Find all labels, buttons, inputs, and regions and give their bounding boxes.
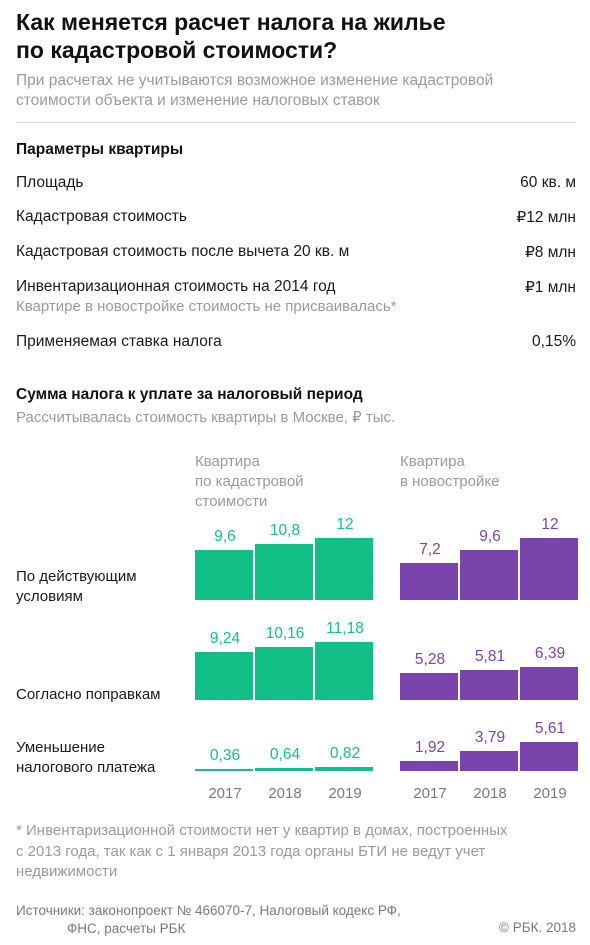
copyright: © РБК. 2018 xyxy=(499,920,576,935)
column-header-line: Квартира xyxy=(195,453,260,470)
bar-value-label: 9,6 xyxy=(479,528,501,546)
bar-newbuild-2017 xyxy=(400,672,458,700)
bar-cadastral-2018 xyxy=(255,647,313,700)
column-header-line: по кадастровой xyxy=(195,473,304,490)
row-label-current: По действующим условиям xyxy=(16,567,137,607)
bar-cadastral-2019 xyxy=(315,766,373,771)
x-tick-label: 2018 xyxy=(473,785,507,802)
row-label-line: налогового платежа xyxy=(16,759,156,776)
param-label-area: Площадь xyxy=(16,174,84,191)
bar-value-label: 10,8 xyxy=(269,521,301,539)
sources-line: ФНС, расчеты РБК xyxy=(67,921,186,936)
bar-newbuild-2018 xyxy=(460,669,518,700)
x-tick-label: 2017 xyxy=(413,785,447,802)
footnote-line: * Инвентаризационной стоимости нет у ква… xyxy=(16,822,508,839)
bar-cadastral-2017 xyxy=(195,651,253,700)
bar-value-label: 10,16 xyxy=(265,625,305,643)
title-line: Как меняется расчет налога на жилье xyxy=(16,9,446,35)
row-label-line: По действующим xyxy=(16,568,137,585)
param-label-inventory: Инвентаризационная стоимость на 2014 год xyxy=(16,278,336,295)
footnote-line: с 2013 года, так как с 1 января 2013 год… xyxy=(16,842,486,860)
subtitle-line: При расчетах не учитываются возможное из… xyxy=(16,72,494,89)
bar-value-label: 0,82 xyxy=(329,744,361,762)
param-value-cadastral-deduction: ₽8 млн xyxy=(524,244,576,261)
bar-value-label: 5,61 xyxy=(534,719,566,737)
bar-value-label: 6,39 xyxy=(534,644,566,662)
bar-cadastral-2017 xyxy=(195,550,253,600)
bar-cadastral-2017 xyxy=(195,768,253,771)
bar-cadastral-2018 xyxy=(255,767,313,771)
param-value-area: 60 кв. м xyxy=(520,174,576,191)
param-label-cadastral-deduction: Кадастровая стоимость после вычета 20 кв… xyxy=(16,243,350,260)
x-tick-label: 2017 xyxy=(208,785,242,802)
bar-value-label: 9,6 xyxy=(214,528,236,546)
tax-heading: Сумма налога к уплате за налоговый перио… xyxy=(16,386,363,403)
bar-newbuild-2019 xyxy=(520,666,578,700)
bar-value-label: 1,92 xyxy=(414,739,446,757)
param-value-cadastral: ₽12 млн xyxy=(516,209,576,226)
row-label-line: условиям xyxy=(16,588,83,605)
column-header-newbuild: Квартира в новостройке xyxy=(400,452,499,492)
footnote: * Инвентаризационной стоимости нет у ква… xyxy=(16,821,576,883)
row-label-reduction: Уменьшение налогового платежа xyxy=(16,738,155,778)
sources: Источники: законопроект № 466070-7, Нало… xyxy=(16,902,456,938)
chart-title: Как меняется расчет налога на жилье по к… xyxy=(16,8,576,64)
bar-value-label: 0,64 xyxy=(269,745,301,763)
bar-value-label: 5,81 xyxy=(474,647,506,665)
column-header-line: стоимости xyxy=(195,493,268,510)
column-header-cadastral: Квартира по кадастровой стоимости xyxy=(195,452,304,512)
column-header-line: в новостройке xyxy=(400,473,500,490)
bar-cadastral-2019 xyxy=(315,537,373,600)
bar-value-label: 11,18 xyxy=(326,619,364,637)
param-value-rate: 0,15% xyxy=(532,333,576,350)
sources-line: Источники: законопроект № 466070-7, Нало… xyxy=(16,903,401,918)
bar-newbuild-2017 xyxy=(400,761,458,771)
bar-value-label: 7,2 xyxy=(419,540,441,558)
chart-subtitle: При расчетах не учитываются возможное из… xyxy=(16,71,576,111)
bar-value-label: 5,28 xyxy=(414,650,446,668)
bar-value-label: 12 xyxy=(336,515,354,533)
bar-cadastral-2018 xyxy=(255,543,313,600)
title-line: по кадастровой стоимости? xyxy=(16,37,338,63)
bar-value-label: 12 xyxy=(541,515,559,533)
param-label-cadastral: Кадастровая стоимость xyxy=(16,208,187,225)
bar-newbuild-2019 xyxy=(520,537,578,600)
subtitle-line: стоимости объекта и изменение налоговых … xyxy=(16,92,380,109)
x-tick-label: 2019 xyxy=(533,785,567,802)
divider xyxy=(16,122,576,123)
param-note-inventory: Квартире в новостройке стоимость не прис… xyxy=(16,298,397,315)
x-tick-label: 2019 xyxy=(328,785,362,802)
row-label-line: Согласно поправкам xyxy=(16,686,161,703)
param-label-rate: Применяемая ставка налога xyxy=(16,333,222,350)
bar-value-label: 9,24 xyxy=(209,629,241,647)
row-label-amendments: Согласно поправкам xyxy=(16,685,161,705)
tax-note: Рассчитывалась стоимость квартиры в Моск… xyxy=(16,409,396,426)
footnote-line: недвижимости xyxy=(16,863,118,880)
bar-newbuild-2017 xyxy=(400,562,458,600)
x-tick-label: 2018 xyxy=(268,785,302,802)
bar-newbuild-2018 xyxy=(460,751,518,771)
params-heading: Параметры квартиры xyxy=(16,141,184,158)
bar-value-label: 3,79 xyxy=(474,729,506,747)
row-label-line: Уменьшение xyxy=(16,739,105,756)
bar-cadastral-2019 xyxy=(315,641,373,700)
bar-newbuild-2018 xyxy=(460,550,518,600)
bar-newbuild-2019 xyxy=(520,741,578,771)
param-value-inventory: ₽1 млн xyxy=(524,279,576,296)
column-header-line: Квартира xyxy=(400,453,465,470)
bar-value-label: 0,36 xyxy=(209,746,241,764)
